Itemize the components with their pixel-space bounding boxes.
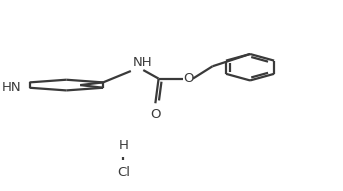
Text: Cl: Cl bbox=[117, 166, 130, 179]
Text: O: O bbox=[183, 72, 193, 85]
Text: HN: HN bbox=[2, 81, 21, 94]
Text: O: O bbox=[150, 108, 161, 121]
Text: H: H bbox=[119, 139, 128, 152]
Text: NH: NH bbox=[132, 56, 152, 69]
